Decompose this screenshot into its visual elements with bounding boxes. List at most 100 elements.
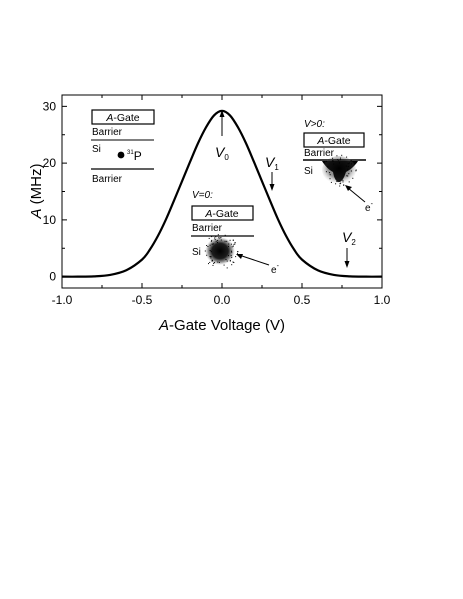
v2-label: V2 (342, 229, 356, 247)
speckle-dot (339, 162, 340, 164)
v0-arrow-head (219, 110, 225, 117)
speckle-dot (209, 250, 211, 251)
speckle-dot (211, 243, 213, 245)
speckle-dot (210, 240, 212, 242)
speckle-dot (336, 181, 338, 182)
y-axis-title-rest: (MHz) (28, 163, 45, 208)
inset-middle-gate-label: A-Gate (204, 208, 238, 220)
speckle-dot (347, 163, 349, 165)
inset-right-gate-box (303, 132, 365, 148)
inset-right: V>0: A-Gate Barrier Si e- (303, 119, 374, 214)
speckle-dot (329, 172, 331, 174)
inset-right-barrier-label: Barrier (304, 148, 335, 159)
speckle-dot (336, 155, 338, 157)
inset-right-cloud-halo (322, 156, 356, 184)
speckle-dot (206, 254, 208, 256)
inset-left-barrier-bottom: Barrier (92, 174, 123, 185)
speckle-dot (218, 237, 220, 239)
speckle-dot (339, 159, 341, 161)
speckle-dot (232, 245, 234, 247)
inset-right-si-label: Si (304, 166, 313, 177)
speckle-dot (233, 262, 235, 263)
speckle-dot (355, 169, 357, 171)
v2-arrow-head (344, 261, 350, 268)
inset-right-electron-label: e- (365, 201, 374, 214)
speckle-dot (207, 246, 209, 247)
speckle-dot (214, 237, 216, 239)
speckle-dot (333, 163, 335, 165)
speckle-dot (347, 168, 349, 170)
speckle-dot (328, 159, 330, 161)
speckle-dot (209, 256, 211, 258)
speckle-dot (329, 174, 331, 176)
inset-left-gate-box (91, 109, 155, 125)
inset-right-electron-arrow-shaft (347, 187, 366, 203)
speckle-dot (219, 237, 221, 239)
speckle-dot (211, 239, 213, 241)
inset-middle-barrier-label: Barrier (192, 223, 223, 234)
speckle-dot (217, 261, 219, 263)
speckle-dot (215, 240, 217, 242)
y-axis-title: A (MHz) (28, 163, 45, 219)
speckle-dot (223, 264, 225, 266)
speckle-dot (231, 246, 233, 248)
speckle-dot (347, 175, 349, 177)
speckle-dot (228, 243, 230, 245)
speckle-dot (335, 183, 337, 185)
speckle-dot (230, 255, 232, 257)
speckle-dot (231, 256, 233, 258)
speckle-dot (208, 263, 209, 265)
speckle-dot (327, 166, 329, 168)
speckle-dot (332, 157, 334, 159)
annotation-v0: V0 (215, 110, 229, 162)
speckle-dot (204, 250, 206, 252)
speckle-dot (342, 179, 344, 181)
inset-middle-electron-label: e- (271, 263, 280, 276)
speckle-dot (237, 251, 239, 253)
speckle-dot (229, 260, 231, 262)
speckle-dot (228, 255, 229, 257)
speckle-dot (226, 260, 228, 262)
speckle-dot (232, 261, 234, 263)
speckle-dot (326, 161, 328, 162)
inset-left-gate-label: A-Gate (105, 112, 139, 124)
speckle-dot (214, 238, 216, 240)
speckle-dot (217, 242, 218, 243)
y-tick-label: 30 (43, 99, 57, 113)
speckle-dot (232, 239, 234, 241)
y-tick-label: 20 (43, 156, 57, 170)
speckle-dot (224, 234, 226, 236)
speckle-dot (231, 250, 232, 252)
speckle-dot (234, 242, 236, 243)
speckle-dot (237, 253, 238, 255)
speckle-dot (346, 156, 348, 158)
speckle-dot (350, 160, 352, 162)
speckle-dot (209, 244, 211, 246)
inset-left: A-Gate Barrier Si 31P Barrier (91, 109, 155, 185)
speckle-dot (213, 243, 215, 245)
speckle-dot (231, 264, 233, 266)
x-axis-title-rest: -Gate Voltage (V) (169, 317, 285, 334)
speckle-dot (220, 237, 222, 239)
speckle-dot (215, 236, 217, 238)
speckle-dot (209, 261, 211, 263)
speckle-dot (339, 183, 341, 185)
speckle-dot (340, 159, 342, 161)
speckle-dot (217, 240, 219, 242)
speckle-dot (341, 154, 343, 156)
inset-right-title: V>0: (304, 119, 325, 130)
speckle-dot (220, 239, 222, 241)
phosphorus-dot (117, 151, 125, 159)
inset-middle-gate-box (191, 205, 254, 221)
x-tick-label: 0.5 (294, 293, 311, 307)
speckle-dot (345, 165, 347, 167)
speckle-dot (332, 160, 334, 162)
x-tick-label: 0.0 (214, 293, 231, 307)
y-axis-title-italic: A (28, 208, 45, 219)
speckle-dot (210, 251, 212, 253)
annotation-v1: V1 (265, 154, 279, 191)
speckle-dot (337, 159, 339, 161)
inset-right-gate-label: A-Gate (316, 135, 350, 147)
speckle-dot (231, 251, 233, 253)
